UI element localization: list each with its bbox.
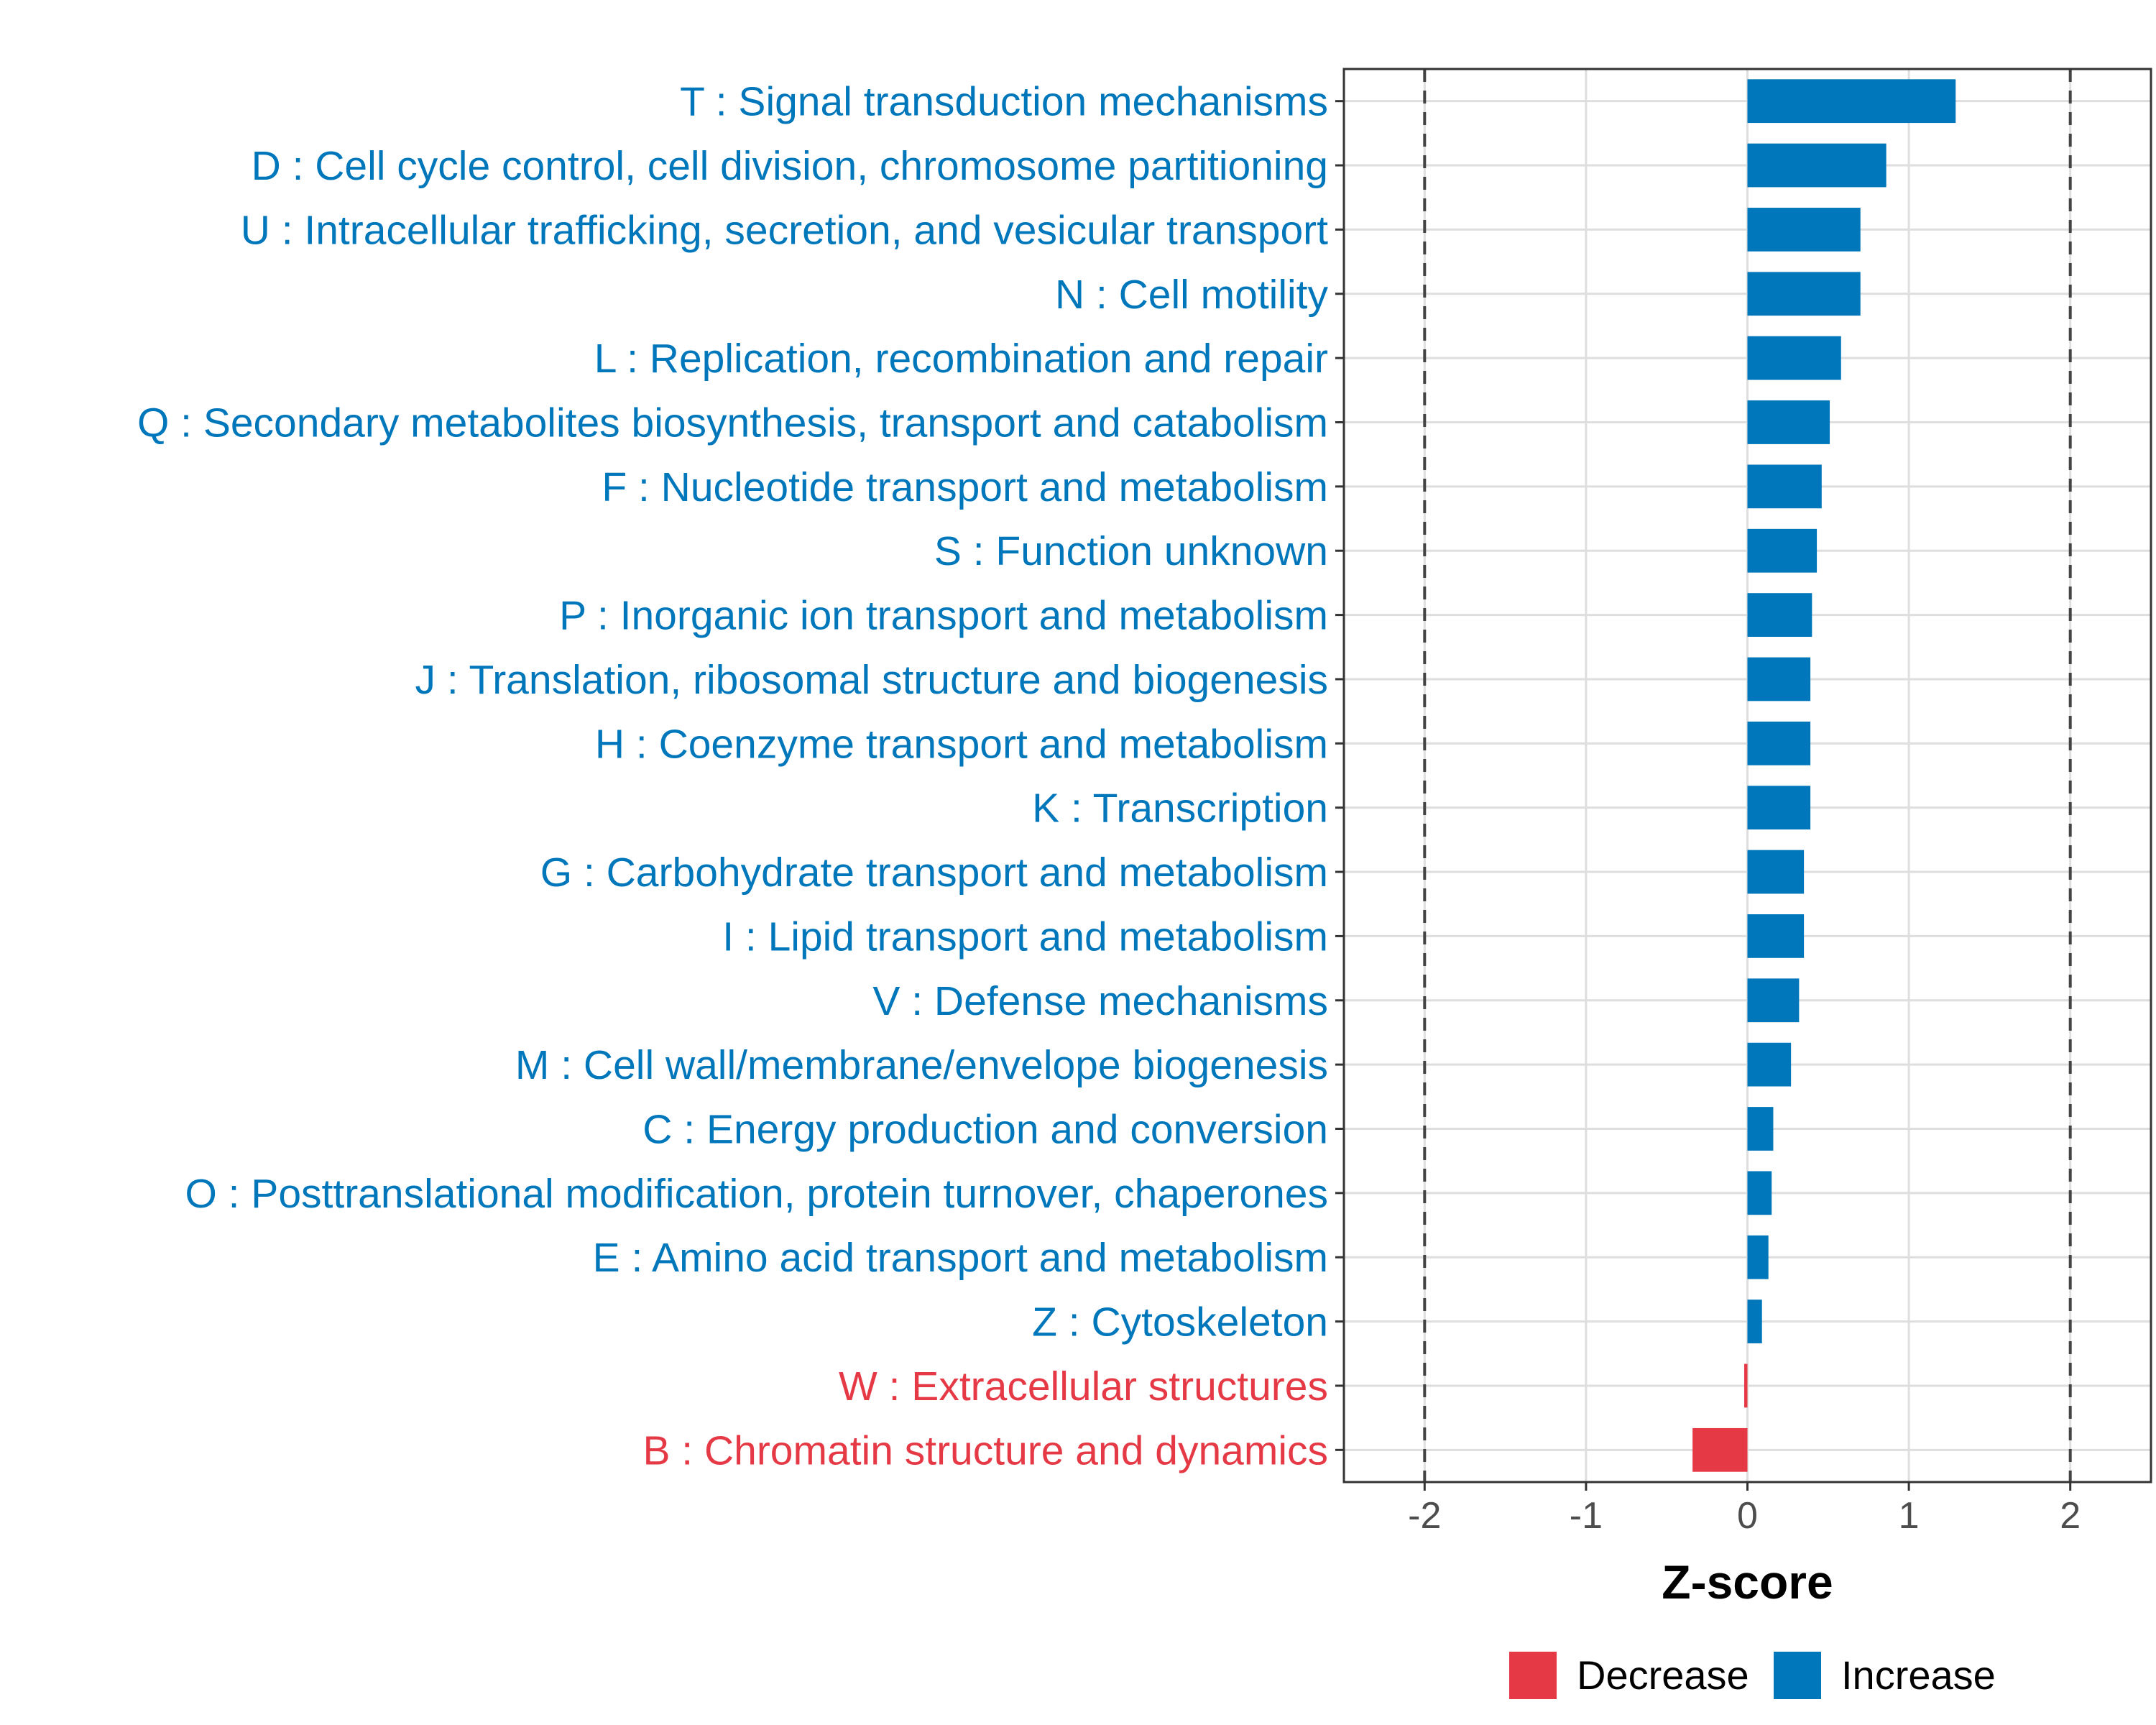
category-label: G : Carbohydrate transport and metabolis… <box>540 850 1328 896</box>
bar-q <box>1747 400 1830 444</box>
bar-u <box>1747 208 1861 252</box>
bar-e <box>1747 1235 1769 1279</box>
category-label: F : Nucleotide transport and metabolism <box>602 464 1328 510</box>
category-label: H : Coenzyme transport and metabolism <box>595 721 1328 767</box>
category-label: Q : Secondary metabolites biosynthesis, … <box>137 400 1328 446</box>
category-label: K : Transcription <box>1032 786 1328 832</box>
legend-swatch-decrease <box>1509 1652 1557 1699</box>
bar-m <box>1747 1042 1792 1087</box>
legend: Decrease Increase <box>1509 1652 1996 1699</box>
x-axis-title: Z-score <box>1662 1555 1833 1609</box>
bar-c <box>1747 1107 1774 1151</box>
category-label: V : Defense mechanisms <box>872 978 1328 1024</box>
category-label: B : Chromatin structure and dynamics <box>642 1427 1328 1473</box>
bar-z <box>1747 1300 1762 1343</box>
bar-g <box>1747 850 1805 894</box>
category-label: P : Inorganic ion transport and metaboli… <box>559 593 1328 639</box>
category-label: I : Lipid transport and metabolism <box>722 914 1328 960</box>
category-label: O : Posttranslational modification, prot… <box>185 1171 1328 1217</box>
bar-i <box>1747 914 1805 958</box>
bar-j <box>1747 657 1811 702</box>
category-label: M : Cell wall/membrane/envelope biogenes… <box>515 1042 1328 1088</box>
x-tick-label: -1 <box>1570 1495 1603 1537</box>
category-label: E : Amino acid transport and metabolism <box>593 1235 1328 1281</box>
bars <box>1692 79 1956 1472</box>
bar-o <box>1747 1171 1772 1215</box>
bar-h <box>1747 721 1811 765</box>
bar-f <box>1747 464 1822 509</box>
legend-label-decrease: Decrease <box>1577 1652 1749 1698</box>
bar-t <box>1747 79 1956 124</box>
bar-l <box>1747 336 1841 380</box>
category-label: L : Replication, recombination and repai… <box>594 336 1328 382</box>
x-tick-label: -2 <box>1408 1495 1441 1537</box>
bar-s <box>1747 528 1818 573</box>
x-tick-label: 0 <box>1737 1495 1758 1537</box>
bar-b <box>1692 1427 1748 1472</box>
category-label: Z : Cytoskeleton <box>1032 1300 1328 1346</box>
bar-d <box>1747 143 1886 188</box>
bar-w <box>1744 1363 1748 1408</box>
category-label: U : Intracellular trafficking, secretion… <box>241 207 1328 253</box>
category-label: D : Cell cycle control, cell division, c… <box>252 143 1328 189</box>
category-label: S : Function unknown <box>934 528 1328 574</box>
x-tick-label: 1 <box>1899 1495 1920 1537</box>
category-label: J : Translation, ribosomal structure and… <box>415 657 1328 703</box>
bar-n <box>1747 272 1861 316</box>
legend-label-increase: Increase <box>1841 1652 1996 1698</box>
bar-v <box>1747 978 1800 1023</box>
category-label: C : Energy production and conversion <box>642 1107 1328 1153</box>
bar-k <box>1747 786 1811 830</box>
category-labels: T : Signal transduction mechanisms D : Ce… <box>137 79 1344 1473</box>
x-axis: -2 -1 0 1 2 <box>1408 1482 2081 1537</box>
panel-border <box>1342 68 2152 1484</box>
legend-swatch-increase <box>1774 1652 1821 1699</box>
category-label: N : Cell motility <box>1055 272 1329 318</box>
category-label: W : Extracellular structures <box>839 1363 1328 1409</box>
x-tick-label: 2 <box>2060 1495 2081 1537</box>
category-label: T : Signal transduction mechanisms <box>680 79 1328 125</box>
bar-p <box>1747 593 1812 637</box>
